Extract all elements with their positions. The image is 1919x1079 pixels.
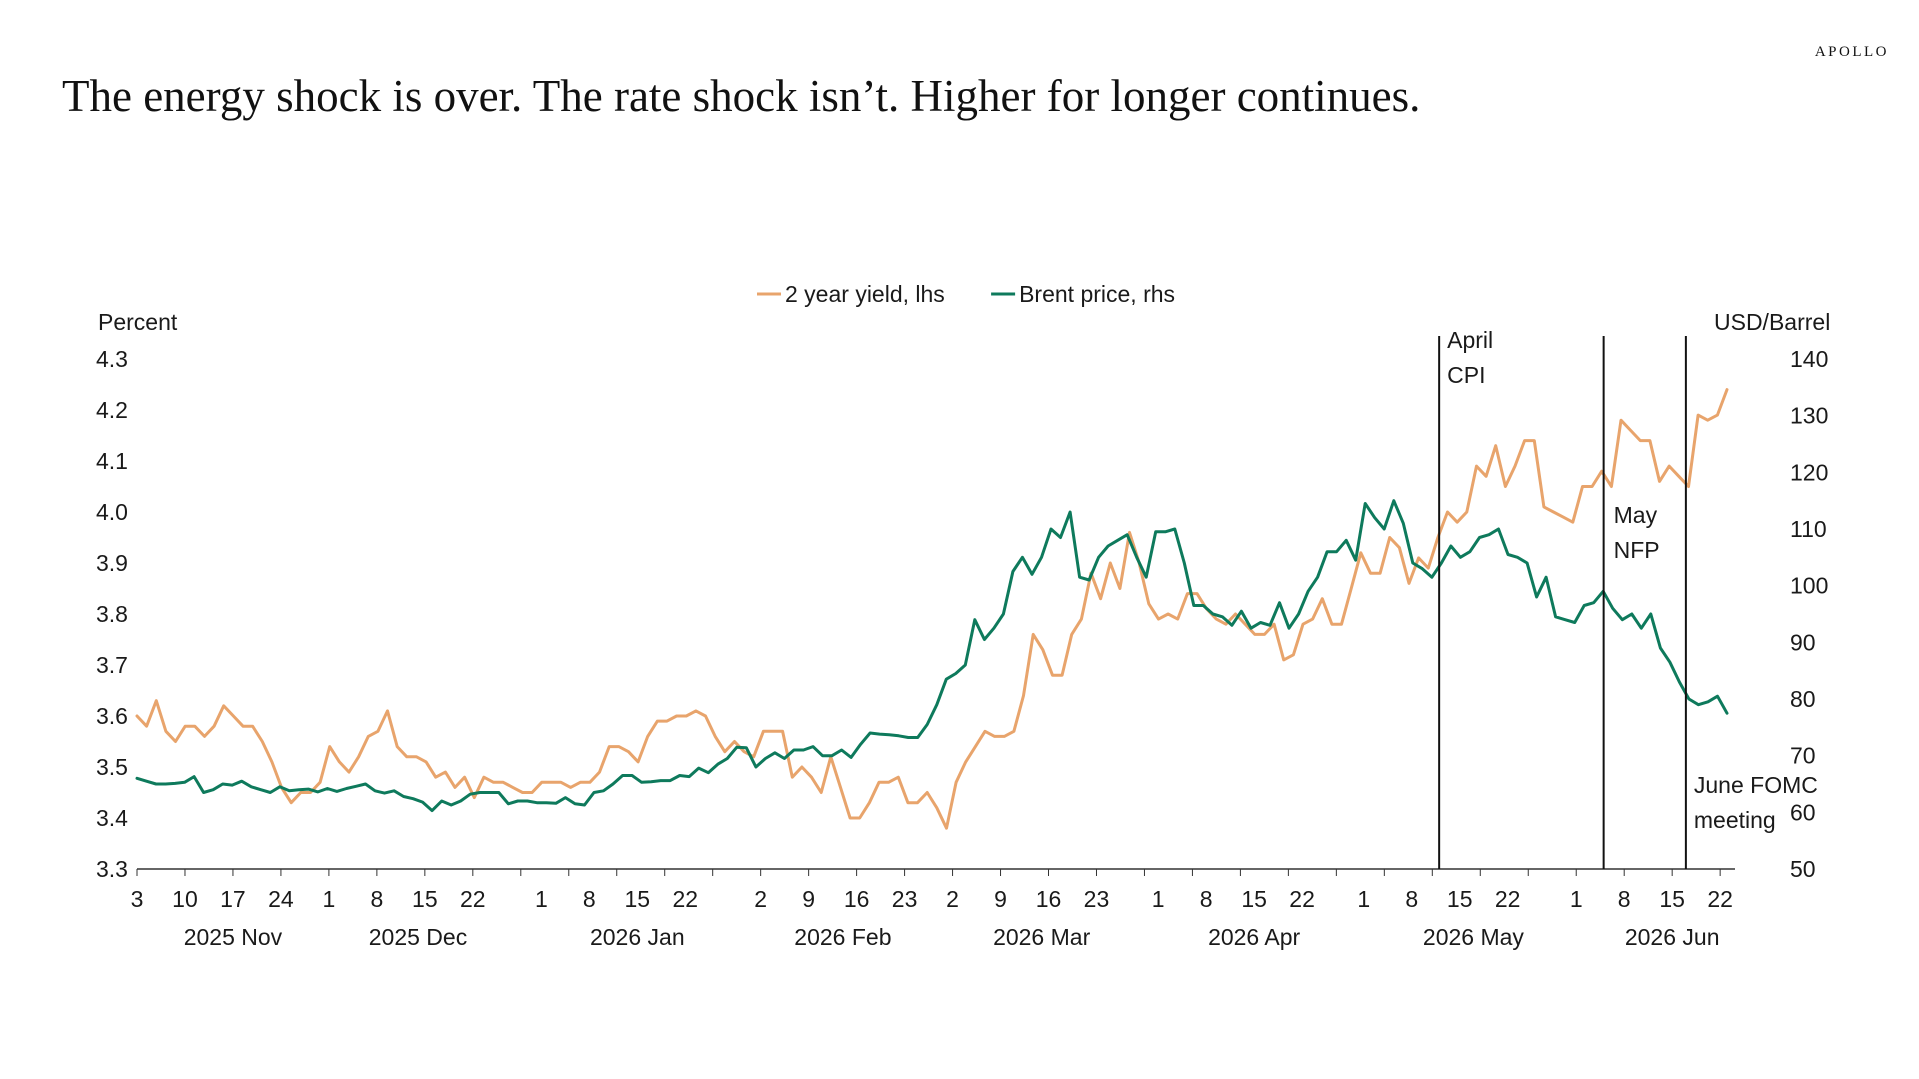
x-day-label: 1 [1570,886,1583,912]
x-day-label: 8 [583,886,596,912]
x-day-label: 1 [322,886,335,912]
x-day-label: 22 [1289,886,1315,912]
x-month-label: 2026 Jun [1625,924,1720,950]
event-label-0: April [1447,327,1493,353]
x-day-label: 22 [1707,886,1733,912]
event-label-2: June FOMC [1694,772,1818,798]
event-label-1: May [1614,502,1658,528]
x-day-label: 9 [802,886,815,912]
left-tick-label: 4.2 [96,397,128,423]
x-month-label: 2026 Feb [794,924,891,950]
x-day-label: 16 [1036,886,1062,912]
x-day-label: 8 [1405,886,1418,912]
left-tick-label: 4.1 [96,448,128,474]
x-day-label: 16 [844,886,870,912]
right-tick-label: 130 [1790,403,1828,429]
x-day-label: 15 [1447,886,1473,912]
page-title: The energy shock is over. The rate shock… [62,71,1421,121]
left-axis: Percent 3.3 3.4 3.5 3.6 3.7 3.8 3.9 4.0 4.1 4.2 4.3 [96,309,178,882]
x-day-label: 22 [672,886,698,912]
x-day-label: 9 [994,886,1007,912]
x-day-label: 15 [412,886,438,912]
left-tick-label: 3.3 [96,856,128,882]
right-tick-label: 50 [1790,856,1816,882]
x-day-label: 1 [535,886,548,912]
x-day-label: 23 [1084,886,1110,912]
right-tick-label: 60 [1790,799,1816,825]
left-tick-label: 4.0 [96,499,128,525]
x-day-label: 22 [460,886,486,912]
x-day-label: 17 [220,886,246,912]
left-tick-label: 3.7 [96,652,128,678]
x-month-label: 2026 Apr [1208,924,1300,950]
x-month-label: 2026 Jan [590,924,685,950]
right-tick-label: 90 [1790,629,1816,655]
right-tick-label: 70 [1790,743,1816,769]
left-tick-label: 3.6 [96,703,128,729]
left-tick-label: 3.5 [96,754,128,780]
x-day-label: 15 [625,886,651,912]
left-tick-label: 4.3 [96,346,128,372]
x-day-label: 8 [370,886,383,912]
brent-price-line [135,499,1729,813]
right-tick-label: 120 [1790,459,1828,485]
x-day-label: 15 [1241,886,1267,912]
x-month-label: 2025 Dec [369,924,467,950]
event-label-0: CPI [1447,362,1485,388]
x-day-label: 1 [1357,886,1370,912]
x-day-label: 8 [1200,886,1213,912]
yield-2y-line [135,388,1729,830]
x-day-label: 23 [892,886,918,912]
x-day-label: 2 [946,886,959,912]
left-axis-title: Percent [98,309,178,335]
event-label-1: NFP [1614,537,1660,563]
right-tick-label: 80 [1790,686,1816,712]
x-month-label: 2026 May [1423,924,1525,950]
x-day-label: 22 [1495,886,1521,912]
left-tick-label: 3.4 [96,805,128,831]
right-axis: USD/Barrel 50 60 70 80 90 100 110 120 130 140 [1714,309,1830,882]
left-tick-label: 3.8 [96,601,128,627]
x-day-label: 3 [131,886,144,912]
x-day-label: 10 [172,886,198,912]
legend: 2 year yield, lhs Brent price, rhs [757,281,1175,307]
event-label-2: meeting [1694,807,1776,833]
right-tick-label: 100 [1790,573,1828,599]
left-tick-label: 3.9 [96,550,128,576]
x-day-label: 15 [1659,886,1685,912]
right-tick-label: 140 [1790,346,1828,372]
x-day-label: 1 [1152,886,1165,912]
brand-logo: APOLLO [1814,44,1889,60]
right-axis-title: USD/Barrel [1714,309,1830,335]
legend-label-1: Brent price, rhs [1019,281,1175,307]
x-day-label: 8 [1618,886,1631,912]
x-month-label: 2025 Nov [184,924,283,950]
x-month-label: 2026 Mar [993,924,1091,950]
right-tick-label: 110 [1790,516,1827,542]
legend-label-0: 2 year yield, lhs [785,281,945,307]
x-day-label: 24 [268,886,294,912]
x-axis: 3 10 17 24 1 8 15 22 1 8 15 22 2 9 16 23 2 9 16 23 1 8 15 22 1 8 1… [131,868,1735,950]
series-layer [135,388,1729,830]
x-day-label: 2 [754,886,767,912]
event-annotations: April CPI May NFP June FOMC meeting [1438,327,1818,869]
